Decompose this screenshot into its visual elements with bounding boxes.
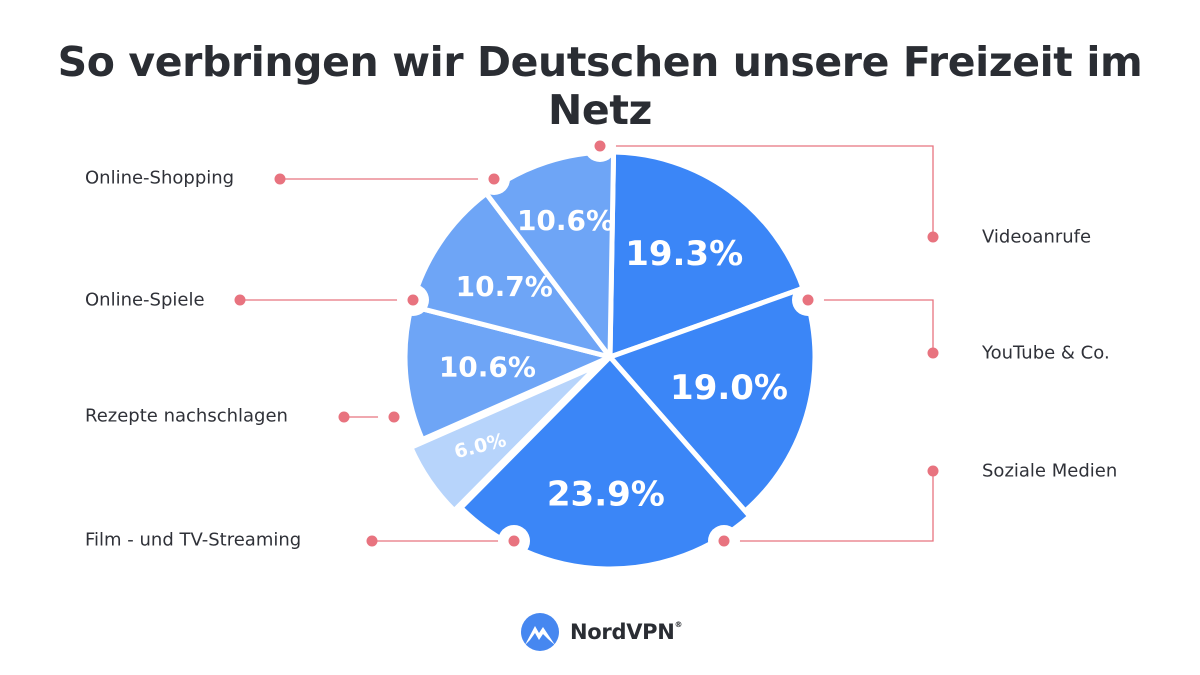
- brand-name: NordVPN®: [570, 620, 683, 644]
- label-dot: [927, 231, 939, 243]
- label-dot: [927, 465, 939, 477]
- connector-dot: [508, 535, 520, 547]
- nordvpn-mountain-icon: [521, 613, 559, 651]
- label-dot: [366, 535, 378, 547]
- category-label: YouTube & Co.: [981, 343, 1110, 364]
- slice-value-label: 10.7%: [456, 270, 553, 303]
- label-dot: [274, 173, 286, 185]
- label-dot: [234, 294, 246, 306]
- connector-dot: [594, 140, 606, 152]
- connector-line: [724, 471, 934, 542]
- category-label: Soziale Medien: [982, 461, 1117, 482]
- connector-dot: [802, 294, 814, 306]
- category-labels: YouTube & Co. Soziale Medien Film - und TV…: [85, 168, 1117, 551]
- connector-dot: [718, 535, 730, 547]
- category-label: Film - und TV-Streaming: [85, 530, 301, 551]
- slice-value-label: 19.3%: [625, 234, 743, 274]
- connector-dot: [388, 411, 400, 423]
- nordvpn-logo: NordVPN®: [520, 612, 683, 652]
- slice-value-label: 23.9%: [547, 475, 665, 515]
- connector-line: [600, 145, 934, 237]
- label-dot: [338, 411, 350, 423]
- slice-value-label: 10.6%: [517, 204, 614, 237]
- chart-title: So verbringen wir Deutschen unsere Freiz…: [57, 38, 1143, 134]
- category-label: Videoanrufe: [982, 227, 1091, 248]
- connector-dot: [407, 294, 419, 306]
- pie-slices: [402, 149, 818, 572]
- label-dot: [927, 347, 939, 359]
- slice-value-label: 19.0%: [670, 368, 788, 408]
- pie-slice-4: [408, 362, 601, 514]
- slice-value-label: 10.6%: [439, 351, 536, 384]
- label-connectors: [234, 130, 939, 557]
- connector-line: [810, 299, 934, 353]
- category-label: Online-Shopping: [85, 168, 234, 189]
- pie-slice-1: [607, 149, 806, 360]
- category-label: Online-Spiele: [85, 290, 205, 311]
- percentage-labels: 19.3%19.0%23.9%6.0%10.6%10.7%10.6%: [439, 204, 788, 515]
- connector-dot: [488, 173, 500, 185]
- category-label: Rezepte nachschlagen: [85, 406, 288, 427]
